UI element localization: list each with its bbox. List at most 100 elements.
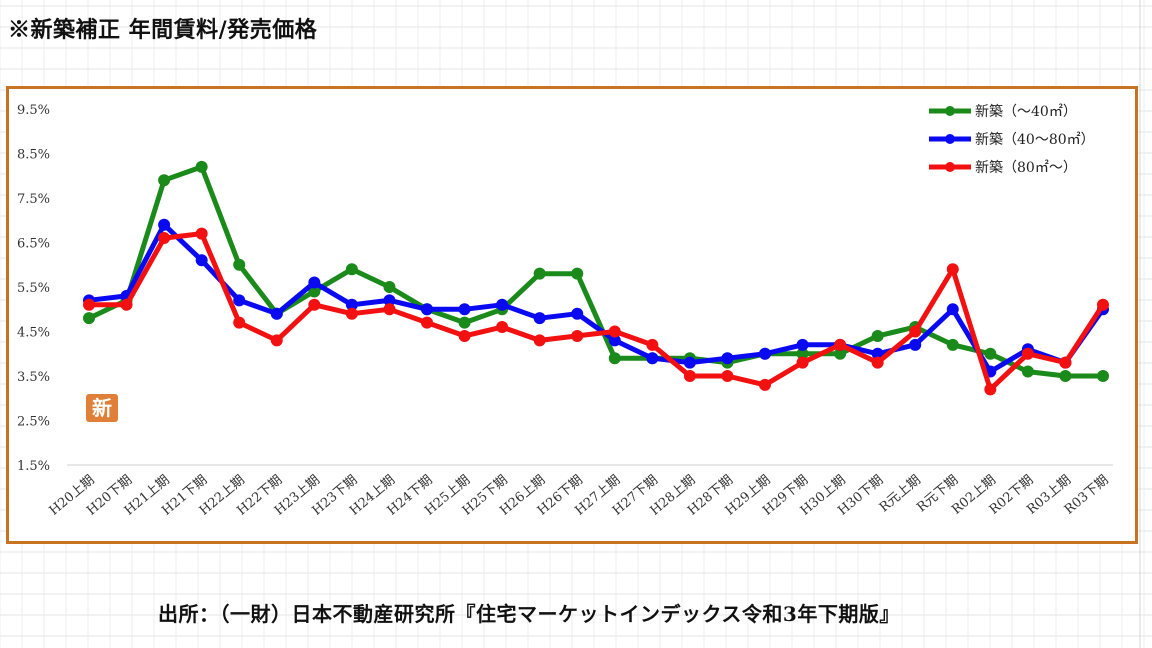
chart-frame: 1.5% 2.5% 3.5% 4.5% 5.5% 6.5% 7.5% 8.5% 9.5% H20… (6, 86, 1138, 544)
legend-swatch-marker (945, 134, 955, 144)
data-point (871, 329, 884, 342)
data-point (571, 267, 584, 280)
legend-item[interactable]: 新築（80㎡～） (929, 160, 1077, 176)
data-point (383, 294, 396, 307)
data-point (759, 347, 771, 360)
data-point (233, 294, 246, 307)
badge-new-label: 新 (92, 396, 112, 420)
badge-new-box (86, 394, 118, 422)
x-axis: H20上期H20下期H21上期H21下期H22上期H22下期H23上期H23下期… (47, 473, 1112, 519)
data-point (421, 316, 433, 329)
data-point (458, 329, 471, 342)
data-point (345, 307, 358, 320)
y-tick-label: 5.5% (17, 281, 50, 296)
y-tick-label: 3.5% (17, 370, 50, 385)
data-point (533, 312, 546, 325)
data-point (345, 298, 358, 311)
data-point (571, 307, 584, 320)
data-point (683, 356, 696, 369)
data-point (158, 218, 171, 231)
series-line (86, 164, 1106, 379)
data-point (1021, 365, 1034, 378)
data-point (270, 307, 283, 320)
legend[interactable]: 新築（～40㎡） 新築（40～80㎡） 新築（80㎡～） (929, 104, 1095, 176)
x-tick-label: R元上期 (877, 473, 924, 516)
series-line (86, 222, 1106, 375)
y-tick-label: 7.5% (17, 192, 50, 207)
data-point (608, 325, 621, 338)
badge-new: 新 (86, 394, 118, 422)
data-point (796, 356, 809, 369)
data-point (1059, 356, 1072, 369)
data-point (796, 347, 809, 360)
data-point (270, 334, 283, 347)
data-point (796, 338, 809, 351)
data-point (308, 276, 321, 289)
data-point (458, 303, 471, 316)
data-point (496, 321, 509, 334)
data-point (120, 298, 133, 311)
data-point (421, 303, 433, 316)
data-point (834, 347, 847, 360)
data-point (533, 267, 546, 280)
data-point (195, 227, 208, 240)
series-line (86, 231, 1106, 392)
y-tick-label: 8.5% (17, 148, 50, 163)
data-point (158, 174, 171, 187)
data-point (496, 298, 509, 311)
data-point (533, 334, 546, 347)
data-point (233, 316, 246, 329)
data-point (871, 356, 884, 369)
data-point (608, 352, 621, 365)
data-point (909, 325, 922, 338)
y-tick-label: 2.5% (17, 415, 50, 430)
data-point (383, 281, 396, 293)
source-note: 出所：（一財）日本不動産研究所『住宅マーケットインデックス令和3年下期版』 (158, 602, 900, 626)
data-point (946, 263, 959, 276)
y-tick-label: 6.5% (17, 237, 50, 252)
data-point (458, 316, 471, 329)
data-point (308, 298, 321, 311)
data-point (834, 338, 847, 351)
data-point (345, 263, 358, 276)
data-point (1097, 298, 1109, 311)
data-point (683, 370, 696, 382)
legend-swatch-marker (945, 162, 955, 172)
y-tick-label: 9.5% (17, 103, 50, 118)
y-tick-label: 4.5% (17, 326, 50, 341)
data-point (984, 383, 997, 396)
series-layer (83, 160, 1109, 396)
data-point (871, 347, 884, 360)
data-point (1097, 370, 1109, 382)
data-point (1021, 347, 1034, 360)
series-3 (83, 227, 1109, 396)
data-point (308, 285, 321, 298)
legend-label: 新築（～40㎡） (975, 104, 1077, 120)
data-point (158, 232, 171, 245)
legend-item[interactable]: 新築（40～80㎡） (929, 132, 1095, 148)
legend-label: 新築（40～80㎡） (975, 132, 1095, 148)
data-point (1059, 370, 1072, 382)
page-title: ※新築補正 年間賃料/発売価格 (8, 17, 318, 43)
data-point (571, 329, 584, 342)
data-point (909, 338, 922, 351)
data-point (608, 334, 621, 347)
data-point (195, 160, 208, 173)
data-point (721, 352, 734, 365)
data-point (646, 338, 659, 351)
data-point (946, 338, 959, 351)
y-tick-label: 1.5% (17, 459, 50, 474)
data-point (721, 370, 734, 382)
data-point (233, 258, 246, 271)
data-point (946, 303, 959, 316)
data-point (984, 347, 997, 360)
data-point (383, 303, 396, 316)
legend-swatch-marker (945, 106, 955, 116)
data-point (759, 378, 771, 391)
series-2 (83, 218, 1109, 378)
data-point (646, 352, 659, 365)
legend-label: 新築（80㎡～） (975, 160, 1077, 176)
legend-item[interactable]: 新築（～40㎡） (929, 104, 1077, 120)
line-chart: 1.5% 2.5% 3.5% 4.5% 5.5% 6.5% 7.5% 8.5% 9.5% H20… (17, 103, 1113, 519)
y-axis: 1.5% 2.5% 3.5% 4.5% 5.5% 6.5% 7.5% 8.5% 9.5% (17, 103, 1113, 474)
